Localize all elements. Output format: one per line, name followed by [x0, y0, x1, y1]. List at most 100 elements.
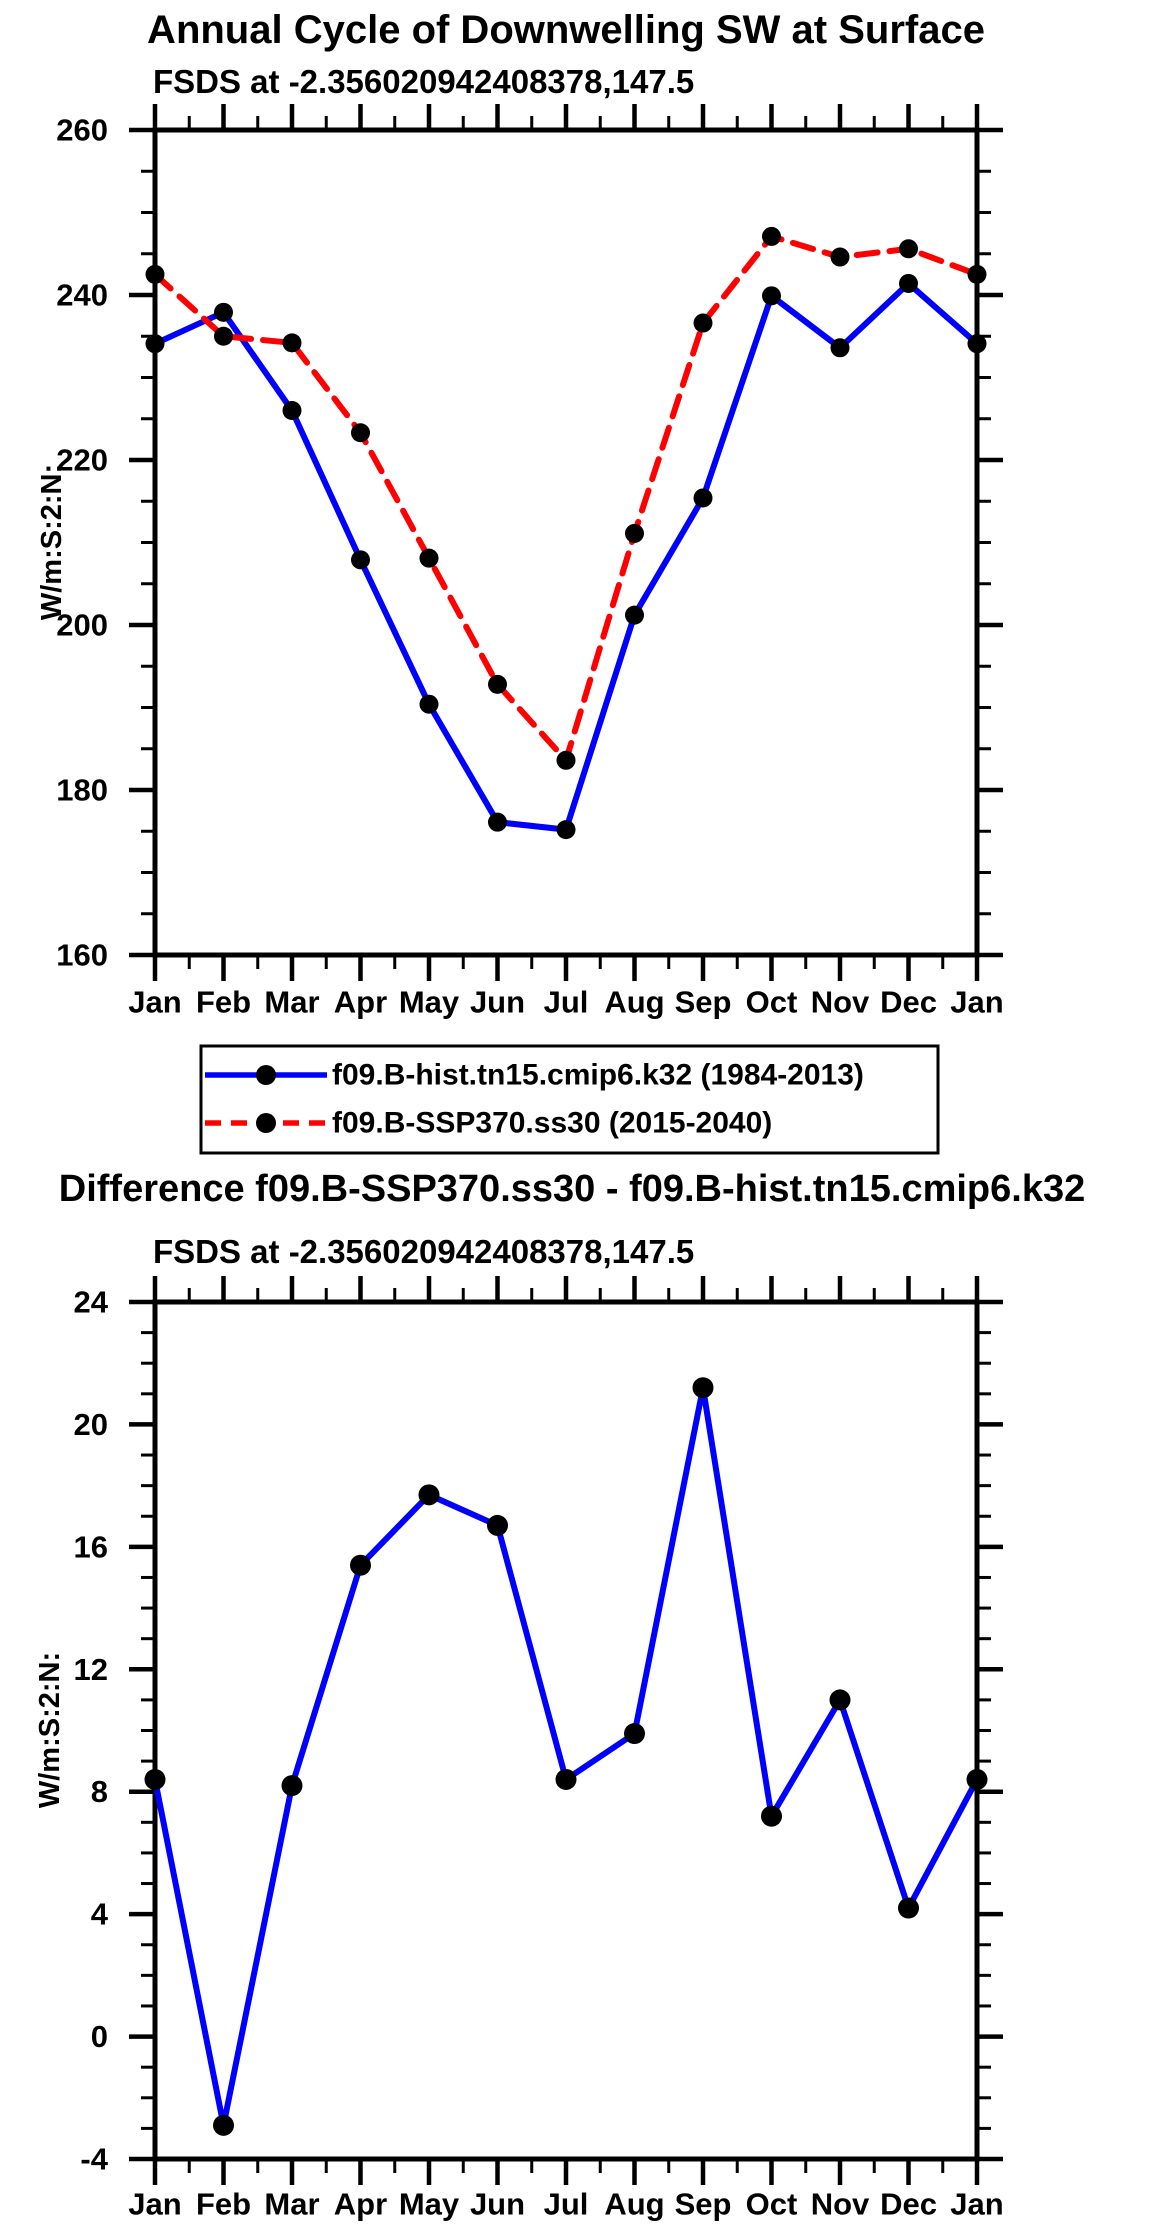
- data-point-marker: [488, 812, 507, 832]
- data-point-marker: [625, 523, 644, 543]
- y-tick-label: 220: [56, 443, 108, 478]
- data-point-marker: [144, 1768, 166, 1790]
- data-point-marker: [761, 1805, 782, 1827]
- data-point-marker: [351, 550, 370, 570]
- legend-label: f09.B-SSP370.ss30 (2015-2040): [332, 1107, 772, 1140]
- data-point-marker: [281, 1775, 303, 1797]
- data-point-marker: [898, 1897, 919, 1919]
- data-point-marker: [829, 1689, 851, 1711]
- data-point-marker: [762, 286, 781, 306]
- data-point-marker: [488, 674, 507, 694]
- data-point-marker: [966, 1768, 988, 1790]
- month-label: Dec: [880, 2187, 937, 2222]
- data-point-marker: [692, 1377, 714, 1399]
- month-label: Mar: [264, 985, 319, 1020]
- month-label: Jan: [950, 2187, 1003, 2222]
- data-point-marker: [556, 750, 576, 770]
- month-label: Jun: [470, 985, 525, 1020]
- difference-chart: -4 0 4 8 12 16 20 24 Jan Feb Mar Apr May Jun Jul Aug Sep…: [34, 1276, 1004, 2222]
- y-tick-label: 260: [56, 113, 108, 148]
- data-point-marker: [145, 264, 165, 284]
- ssp370-series-line: [152, 233, 980, 764]
- month-label: Oct: [746, 985, 798, 1020]
- data-point-marker: [487, 1514, 508, 1536]
- month-label: Jan: [950, 985, 1003, 1020]
- data-point-marker: [624, 1723, 645, 1745]
- month-label: Jan: [128, 985, 181, 1020]
- data-point-marker: [762, 226, 781, 246]
- month-label: Sep: [675, 985, 732, 1020]
- y-tick-label: 4: [91, 1897, 109, 1932]
- month-label: Oct: [746, 2187, 798, 2222]
- month-label: Jul: [544, 2187, 589, 2222]
- y-axis-units-label: W/m:S:2:N:: [36, 464, 68, 620]
- month-label: Mar: [264, 2187, 319, 2222]
- data-point-marker: [693, 488, 713, 508]
- data-point-marker: [967, 264, 987, 284]
- plot-frame: [152, 127, 980, 958]
- month-label: Apr: [334, 985, 387, 1020]
- data-point-marker: [282, 401, 302, 420]
- data-point-marker: [830, 247, 850, 267]
- legend-label: f09.B-hist.tn15.cmip6.k32 (1984-2013): [332, 1059, 864, 1092]
- top-chart: 160 180 200 220 240 260 Jan Feb Mar Apr May Jun Jul A…: [36, 104, 1004, 1020]
- month-label: Dec: [880, 985, 937, 1020]
- hist-series-line: [152, 280, 980, 833]
- data-point-marker: [899, 273, 918, 293]
- top-chart-subtitle: FSDS at -2.356020942408378,147.5: [153, 63, 695, 100]
- x-axis-ticks: [152, 104, 980, 981]
- data-point-marker: [830, 338, 850, 358]
- data-point-marker: [214, 302, 233, 322]
- legend-item: f09.B-SSP370.ss30 (2015-2040): [205, 1107, 772, 1140]
- month-label: Sep: [675, 2187, 732, 2222]
- data-point-marker: [351, 423, 370, 443]
- y-tick-label: 20: [74, 1407, 108, 1442]
- data-point-marker: [418, 1484, 440, 1506]
- month-label: Nov: [811, 2187, 870, 2222]
- difference-series-line: [152, 1384, 980, 2129]
- y-tick-label: 0: [91, 2019, 108, 2054]
- month-label: May: [399, 985, 460, 1020]
- y-tick-label: 12: [74, 1652, 108, 1687]
- data-point-marker: [899, 239, 918, 259]
- month-label: Jul: [544, 985, 589, 1020]
- legend: f09.B-hist.tn15.cmip6.k32 (1984-2013) f09…: [199, 1044, 940, 1155]
- series-markers: [145, 226, 987, 770]
- difference-chart-title: Difference f09.B-SSP370.ss30 - f09.B-his…: [58, 1168, 1086, 1210]
- y-tick-label: 200: [56, 608, 108, 643]
- month-label: Feb: [196, 2187, 251, 2222]
- month-label: Jun: [470, 2187, 525, 2222]
- top-chart-title: Annual Cycle of Downwelling SW at Surfac…: [147, 8, 985, 52]
- data-point-marker: [350, 1554, 371, 1576]
- month-label: Jan: [128, 2187, 181, 2222]
- month-label: Aug: [604, 985, 664, 1020]
- data-point-marker: [145, 334, 165, 354]
- y-axis-ticks: [129, 1299, 1003, 2162]
- data-point-marker: [556, 820, 576, 840]
- difference-chart-subtitle: FSDS at -2.356020942408378,147.5: [153, 1233, 695, 1270]
- data-point-marker: [693, 313, 713, 333]
- data-point-marker: [214, 326, 233, 346]
- month-label: Feb: [196, 985, 251, 1020]
- data-point-marker: [555, 1768, 577, 1790]
- x-axis-ticks: [152, 1276, 980, 2185]
- series-markers: [145, 273, 987, 840]
- month-label: Aug: [604, 2187, 664, 2222]
- series-markers: [144, 1377, 988, 2136]
- y-tick-label: 16: [74, 1529, 108, 1564]
- y-axis-units-label: W/m:S:2:N:: [34, 1652, 66, 1808]
- data-point-marker: [625, 605, 644, 625]
- plot-frame: [152, 1299, 980, 2162]
- data-point-marker: [967, 334, 987, 354]
- y-tick-label: 8: [91, 1774, 108, 1809]
- month-label: Nov: [811, 985, 870, 1020]
- data-point-marker: [419, 694, 439, 714]
- legend-marker-sample: [256, 1065, 276, 1085]
- y-tick-label: 240: [56, 278, 108, 313]
- data-point-marker: [213, 2114, 234, 2136]
- data-point-marker: [282, 333, 302, 353]
- y-tick-label: 160: [56, 938, 108, 973]
- y-tick-label: -4: [80, 2142, 108, 2177]
